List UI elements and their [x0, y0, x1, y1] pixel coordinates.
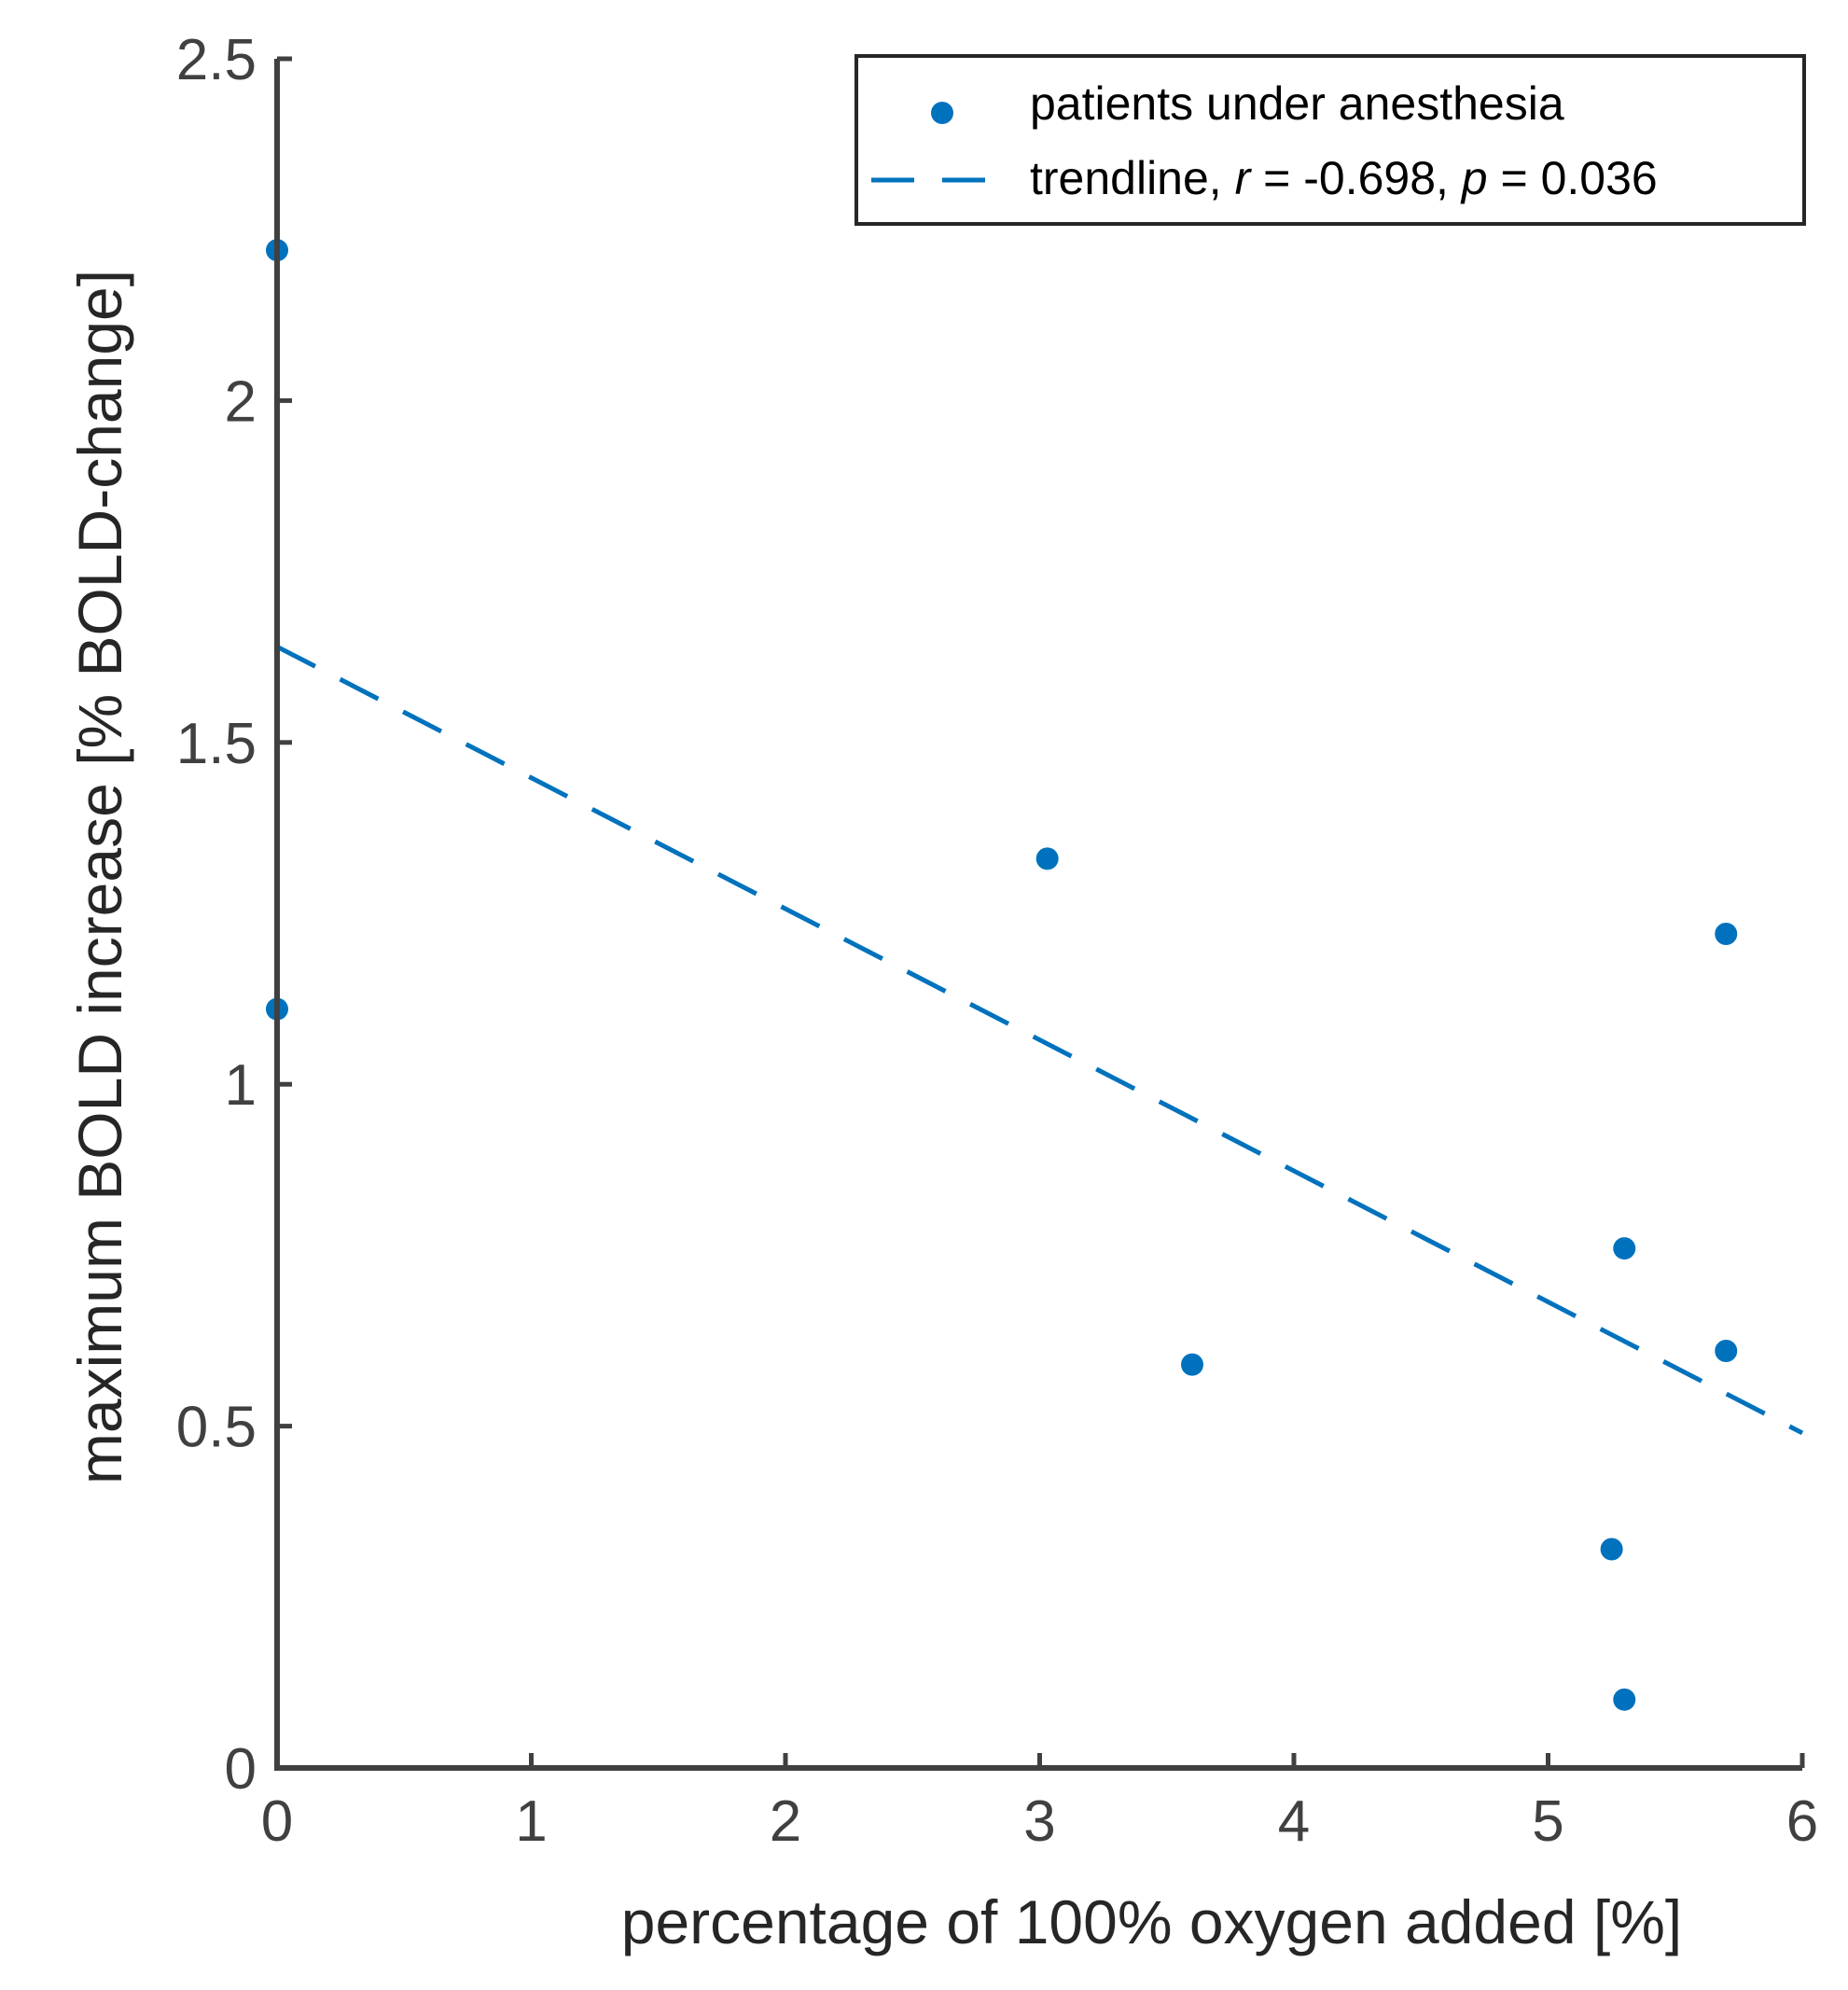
data-point-8 — [1715, 922, 1738, 945]
x-tick-label: 4 — [1278, 1789, 1310, 1854]
legend-label-part: r — [1235, 152, 1253, 204]
y-tick-label: 0.5 — [176, 1396, 257, 1460]
x-tick-label: 3 — [1023, 1789, 1055, 1854]
legend-marker-points — [931, 102, 953, 124]
legend-box — [855, 54, 1806, 226]
data-point-5 — [1600, 1538, 1623, 1561]
data-point-6 — [1613, 1237, 1636, 1260]
legend-label-part: trendline, — [1030, 152, 1235, 204]
legend: patients under anesthesia trendline, r = … — [855, 54, 1806, 226]
x-tick-label: 5 — [1532, 1789, 1563, 1854]
legend-label-part: p — [1460, 152, 1488, 204]
data-point-7 — [1613, 1688, 1636, 1711]
y-axis-label: maximum BOLD increase [% BOLD-change] — [65, 270, 134, 1484]
legend-label-points: patients under anesthesia — [1030, 77, 1564, 130]
trendline — [275, 644, 1804, 1436]
y-tick-label: 1 — [225, 1053, 257, 1118]
x-tick-label: 6 — [1786, 1789, 1818, 1854]
data-point-3 — [1035, 847, 1059, 870]
y-tick-label: 1.5 — [176, 712, 257, 776]
x-tick-label: 0 — [261, 1789, 293, 1854]
legend-label-trendline: trendline, r = -0.698, p = 0.036 — [1030, 152, 1658, 204]
data-point-9 — [1715, 1339, 1738, 1362]
plot-area: 0 1 2 3 4 5 6 0 0.5 1 1.5 2 2.5 percentage of 100% ox… — [65, 28, 1818, 1956]
legend-label-part: = -0.698, — [1250, 152, 1462, 204]
x-axis-label: percentage of 100% oxygen added [%] — [621, 1887, 1683, 1956]
y-tick-label: 0 — [225, 1737, 257, 1802]
y-tick-label: 2 — [225, 369, 257, 434]
x-tick-label: 1 — [515, 1789, 547, 1854]
data-point-4 — [1181, 1353, 1203, 1376]
legend-label-part: = 0.036 — [1488, 152, 1658, 204]
x-tick-label: 2 — [770, 1789, 801, 1854]
y-tick-label: 2.5 — [176, 28, 257, 92]
